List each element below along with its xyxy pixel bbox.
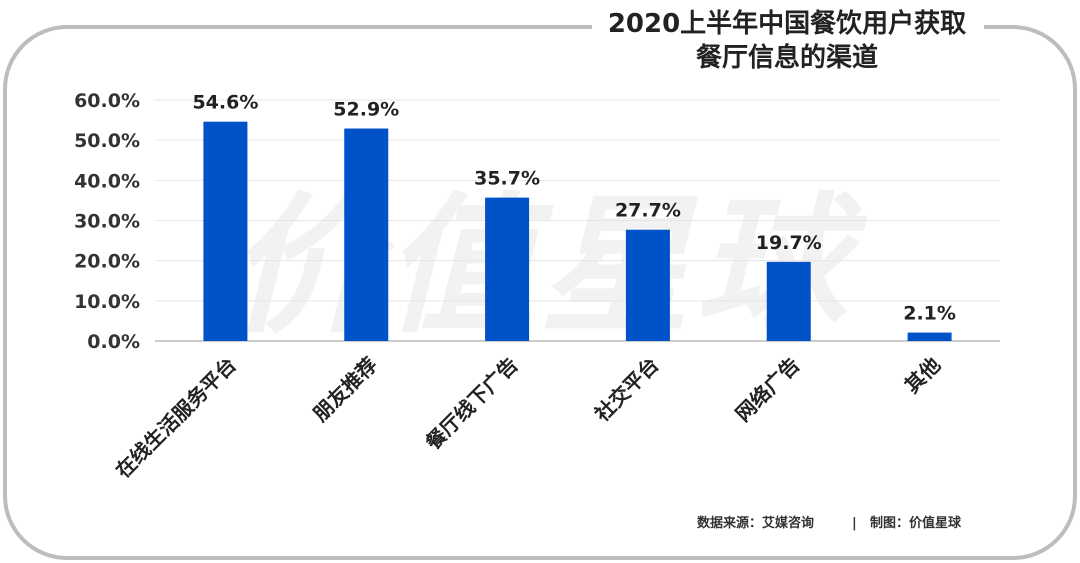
y-tick-label: 30.0% xyxy=(74,211,140,233)
footer-source: 数据来源：艾媒咨询 xyxy=(697,515,814,531)
y-tick-label: 20.0% xyxy=(74,251,140,273)
value-label: 27.7% xyxy=(615,200,681,222)
value-label: 52.9% xyxy=(333,99,399,121)
y-tick-label: 10.0% xyxy=(74,291,140,313)
bar xyxy=(766,261,811,341)
value-label: 2.1% xyxy=(903,303,956,325)
x-tick-label: 其他 xyxy=(900,353,945,398)
y-tick-label: 50.0% xyxy=(74,130,140,152)
x-axis-labels: 在线生活服务平台 朋友推荐 餐厅线下广告 社交平台 网络广告 其他 xyxy=(111,353,945,483)
value-label: 19.7% xyxy=(756,232,822,254)
bars xyxy=(203,121,952,341)
bar xyxy=(203,121,248,341)
value-label: 54.6% xyxy=(192,92,258,114)
x-tick-label: 餐厅线下广告 xyxy=(421,353,523,455)
value-labels: 54.6% 52.9% 35.7% 27.7% 19.7% 2.1% xyxy=(192,92,955,325)
bar xyxy=(485,197,530,341)
x-tick-label: 在线生活服务平台 xyxy=(111,353,241,483)
title-backdrop xyxy=(592,4,984,48)
watermark: 价值星球 xyxy=(228,180,868,354)
value-label: 35.7% xyxy=(474,168,540,190)
x-tick-label: 网络广告 xyxy=(731,353,805,427)
footer-separator: | xyxy=(852,516,857,531)
gridlines xyxy=(155,99,1000,342)
y-tick-label: 60.0% xyxy=(74,90,140,112)
footer-maker: 制图：价值星球 xyxy=(870,515,962,531)
chart-title-line-1: 2020上半年中国餐饮用户获取 xyxy=(608,8,966,39)
chart-frame xyxy=(3,25,1077,560)
bar xyxy=(344,128,389,341)
y-axis-ticks: 0.0% 10.0% 20.0% 30.0% 40.0% 50.0% 60.0% xyxy=(74,90,140,353)
x-tick-label: 社交平台 xyxy=(589,353,663,427)
chart-title-line-2: 餐厅信息的渠道 xyxy=(696,42,878,73)
y-tick-label: 0.0% xyxy=(87,331,140,353)
y-tick-label: 40.0% xyxy=(74,170,140,192)
bar xyxy=(625,229,670,341)
x-tick-label: 朋友推荐 xyxy=(308,353,382,427)
bar xyxy=(907,332,952,341)
